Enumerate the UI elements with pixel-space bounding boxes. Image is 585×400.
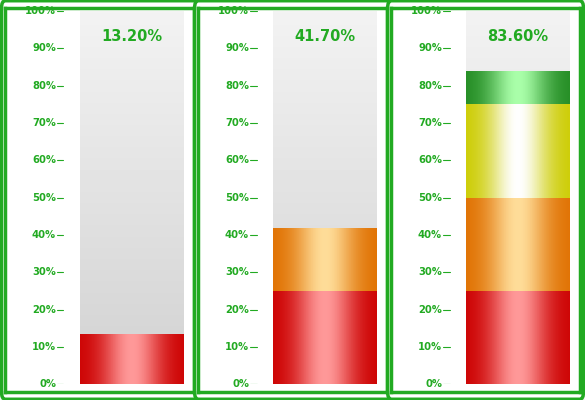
Text: 20%: 20% bbox=[32, 305, 56, 315]
FancyBboxPatch shape bbox=[2, 1, 197, 399]
FancyBboxPatch shape bbox=[195, 1, 390, 399]
Text: 100%: 100% bbox=[25, 6, 56, 16]
Text: 80%: 80% bbox=[225, 80, 249, 90]
Text: 30%: 30% bbox=[32, 267, 56, 277]
Text: 60%: 60% bbox=[225, 155, 249, 165]
Text: 60%: 60% bbox=[32, 155, 56, 165]
Text: 90%: 90% bbox=[418, 43, 442, 53]
Text: 0%: 0% bbox=[425, 379, 442, 390]
Text: 100%: 100% bbox=[411, 6, 442, 16]
Text: 10%: 10% bbox=[418, 342, 442, 352]
Text: 0%: 0% bbox=[232, 379, 249, 390]
Text: 70%: 70% bbox=[418, 118, 442, 128]
Text: 30%: 30% bbox=[418, 267, 442, 277]
Text: 13.20%: 13.20% bbox=[101, 30, 162, 44]
Text: 40%: 40% bbox=[418, 230, 442, 240]
Text: 0%: 0% bbox=[39, 379, 56, 390]
Text: 50%: 50% bbox=[32, 193, 56, 203]
Text: 80%: 80% bbox=[32, 80, 56, 90]
Text: 50%: 50% bbox=[418, 193, 442, 203]
Text: 100%: 100% bbox=[218, 6, 249, 16]
Text: 20%: 20% bbox=[418, 305, 442, 315]
Text: 50%: 50% bbox=[225, 193, 249, 203]
Text: 90%: 90% bbox=[32, 43, 56, 53]
Text: 30%: 30% bbox=[225, 267, 249, 277]
Text: 40%: 40% bbox=[225, 230, 249, 240]
Text: 41.70%: 41.70% bbox=[294, 30, 355, 44]
Text: 70%: 70% bbox=[225, 118, 249, 128]
Text: 20%: 20% bbox=[225, 305, 249, 315]
Text: 83.60%: 83.60% bbox=[487, 30, 548, 44]
FancyBboxPatch shape bbox=[388, 1, 583, 399]
Text: 60%: 60% bbox=[418, 155, 442, 165]
Text: 90%: 90% bbox=[225, 43, 249, 53]
Text: 80%: 80% bbox=[418, 80, 442, 90]
Text: 10%: 10% bbox=[32, 342, 56, 352]
Text: 40%: 40% bbox=[32, 230, 56, 240]
Text: 70%: 70% bbox=[32, 118, 56, 128]
Text: 10%: 10% bbox=[225, 342, 249, 352]
